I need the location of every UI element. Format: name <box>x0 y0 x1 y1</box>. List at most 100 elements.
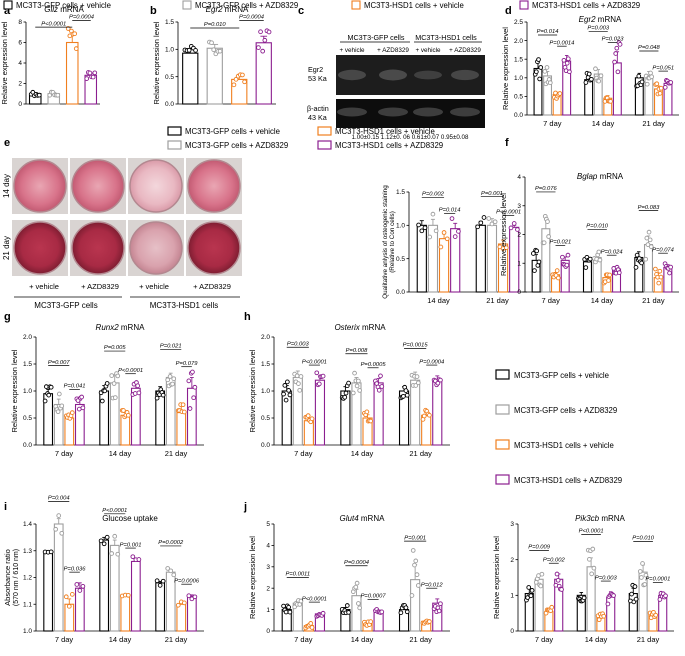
p-value-label: P=0.0004 <box>344 560 369 566</box>
data-point <box>536 57 541 62</box>
data-point <box>190 369 195 375</box>
panel-j: 0 1 2 3 4 5 Relative expression level Glut4 mRN… <box>248 514 450 644</box>
data-point <box>84 76 90 81</box>
data-point <box>554 268 560 273</box>
data-point <box>415 583 421 588</box>
data-point <box>449 216 455 221</box>
data-point <box>217 48 223 54</box>
data-point <box>546 234 551 239</box>
data-point <box>565 56 571 62</box>
data-point <box>59 530 65 536</box>
legend-swatch <box>495 369 510 380</box>
p-value-label: P=0.007 <box>48 360 71 366</box>
data-point <box>154 578 160 584</box>
p-value-label: P=0.0007 <box>361 594 387 600</box>
p-value-label: P<0.0001 <box>302 359 327 365</box>
band-size: 53 Ka <box>308 74 327 83</box>
y-tick-label: 5 <box>266 521 270 528</box>
data-point <box>309 625 315 630</box>
y-tick-label: 1.4 <box>23 521 32 528</box>
legend-swatch <box>317 140 332 150</box>
y-tick-label: 0.5 <box>165 74 174 81</box>
data-point <box>104 381 110 386</box>
y-tick-label: 2 <box>266 585 270 592</box>
data-point <box>112 533 118 539</box>
p-value-label: P=0.0004 <box>239 15 264 21</box>
legend-label: MC3T3-GFP cells + AZD8329 <box>185 141 288 150</box>
y-axis-label: Relative expression level <box>499 193 508 276</box>
data-point <box>46 392 52 398</box>
data-point <box>287 609 293 615</box>
p-value-label: P=0.074 <box>652 247 674 253</box>
data-point <box>656 280 662 286</box>
bar-1-2 <box>644 75 654 116</box>
data-point <box>368 418 374 424</box>
data-point <box>649 74 654 80</box>
y-tick-label: 1.0 <box>396 223 405 230</box>
p-value-label: P<0.0001 <box>302 596 327 602</box>
chart-title-italic: Pik3cb <box>575 514 600 523</box>
legend-swatch <box>3 0 13 10</box>
x-tick-label: 14 day <box>351 449 374 458</box>
data-point <box>647 237 653 243</box>
bar-3-2 <box>432 379 443 446</box>
data-point <box>242 79 247 85</box>
data-point <box>410 548 416 553</box>
data-point <box>657 597 663 602</box>
p-value-label: P=0.041 <box>64 384 86 390</box>
data-point <box>181 409 187 415</box>
data-point <box>403 605 409 611</box>
data-point <box>581 595 587 601</box>
data-point <box>192 594 198 600</box>
x-tick-label: 7 day <box>294 449 313 458</box>
y-tick-label: 2 <box>18 81 22 88</box>
data-point <box>80 405 86 411</box>
data-point <box>617 42 623 47</box>
p-value-label: P=0.003 <box>587 26 610 32</box>
data-point <box>55 92 61 98</box>
bar-1-1 <box>586 566 596 632</box>
data-point <box>596 617 602 623</box>
data-point <box>654 81 660 87</box>
p-value-label: P=0.001 <box>404 535 426 541</box>
bar-3-0 <box>314 379 326 446</box>
panel-d: 0.0 0.5 1.0 1.5 2.0 2.5 Relative expression le… <box>501 15 679 128</box>
data-point <box>648 70 653 76</box>
data-point <box>296 381 301 386</box>
chart-title-rest: mRNA <box>58 5 84 14</box>
p-value-label: P=0.083 <box>638 205 661 211</box>
data-point <box>136 557 142 562</box>
data-point <box>489 221 495 227</box>
data-point <box>48 549 54 555</box>
legend-swatch <box>495 474 510 485</box>
bar-0-0 <box>416 224 427 293</box>
chart-title-italic: Runx2 <box>96 323 120 332</box>
y-axis-label: Absorbance ratio <box>3 549 12 606</box>
data-point <box>298 598 304 604</box>
data-point <box>414 374 420 379</box>
stained-well <box>71 221 125 275</box>
data-point <box>350 390 356 396</box>
side-legend: MC3T3-GFP cells + vehicle MC3T3-GFP cells… <box>495 369 622 485</box>
data-point <box>597 257 603 263</box>
data-point <box>433 228 439 234</box>
band-actin <box>413 107 443 117</box>
band-actin <box>378 107 408 117</box>
y-tick-label: 0.0 <box>396 289 405 296</box>
stained-well <box>13 159 67 213</box>
data-point <box>135 383 141 389</box>
y-tick-label: 6 <box>18 40 22 47</box>
data-point <box>427 412 432 418</box>
y-tick-label: 4 <box>266 543 270 550</box>
data-point <box>590 546 596 552</box>
p-value-label: P=0.0006 <box>174 578 200 584</box>
data-point <box>422 225 428 231</box>
y-tick-label: 0 <box>18 101 22 108</box>
data-point <box>211 47 217 53</box>
p-value-label: P<0.0001 <box>579 529 604 535</box>
y-tick-label: 0.5 <box>514 94 523 101</box>
data-point <box>643 572 649 578</box>
lane-label: + AZD8329 <box>193 282 231 291</box>
data-point <box>419 228 425 234</box>
data-point <box>547 80 553 86</box>
